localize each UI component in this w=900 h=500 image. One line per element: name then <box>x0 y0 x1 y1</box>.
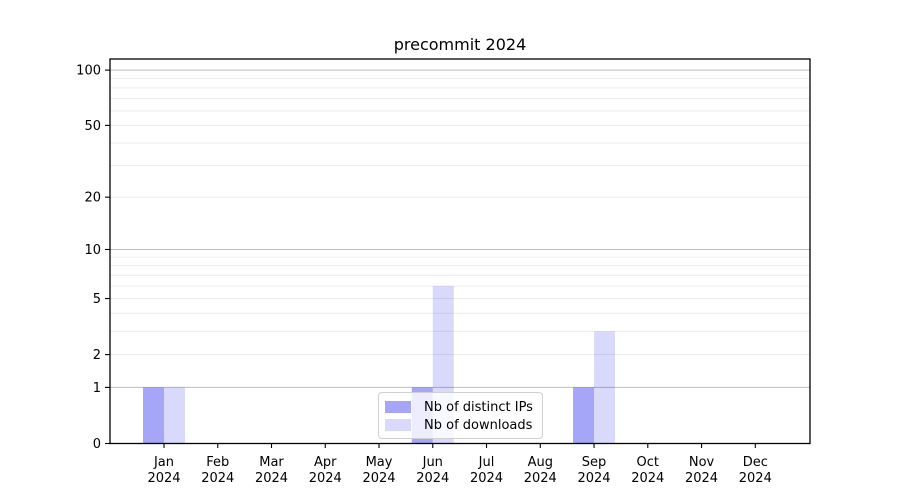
x-tick-label-year: 2024 <box>739 471 772 486</box>
x-tick-label-year: 2024 <box>685 471 718 486</box>
plot-border <box>109 58 811 445</box>
y-tick-label: 5 <box>93 292 101 307</box>
bar-downloads <box>594 331 616 444</box>
legend-item-distinct-ips: Nb of distinct IPs <box>385 398 534 416</box>
x-tick-label-month: Jan <box>153 455 174 470</box>
legend-item-downloads: Nb of downloads <box>385 416 534 434</box>
x-tick-label-year: 2024 <box>524 471 557 486</box>
x-tick-label-month: Sep <box>582 455 607 470</box>
legend-swatch-distinct-ips-icon <box>385 401 411 413</box>
y-tick-label: 100 <box>76 64 101 79</box>
x-tick-label-year: 2024 <box>309 471 342 486</box>
x-tick-label-year: 2024 <box>470 471 503 486</box>
x-tick-label-year: 2024 <box>255 471 288 486</box>
x-tick-label-year: 2024 <box>362 471 395 486</box>
legend-label-distinct-ips: Nb of distinct IPs <box>424 399 533 415</box>
y-tick-label: 0 <box>93 437 101 452</box>
x-tick-label-month: Nov <box>689 455 715 470</box>
y-tick-label: 10 <box>84 243 101 258</box>
bar-distinct-ips <box>573 387 595 444</box>
y-tick-label: 50 <box>84 119 101 134</box>
x-tick-label-year: 2024 <box>416 471 449 486</box>
x-tick-label-year: 2024 <box>147 471 180 486</box>
x-tick-label-month: Mar <box>259 455 284 470</box>
legend-label-downloads: Nb of downloads <box>424 417 533 433</box>
y-tick-label: 20 <box>84 191 101 206</box>
x-tick-label-month: Aug <box>528 455 553 470</box>
x-tick-label-year: 2024 <box>631 471 664 486</box>
bar-downloads <box>164 387 185 444</box>
legend-swatch-downloads-icon <box>385 419 411 431</box>
x-tick-label-month: Dec <box>743 455 768 470</box>
x-tick-label-month: May <box>366 455 393 470</box>
x-tick-label-month: Apr <box>314 455 337 470</box>
x-tick-label-year: 2024 <box>577 471 610 486</box>
x-tick-label-month: Feb <box>206 455 229 470</box>
chart-title: precommit 2024 <box>393 35 527 54</box>
y-tick-label: 2 <box>93 348 101 363</box>
x-tick-label-year: 2024 <box>201 471 234 486</box>
legend: Nb of distinct IPs Nb of downloads <box>378 392 543 439</box>
x-tick-label-month: Jul <box>478 455 495 470</box>
bar-distinct-ips <box>143 387 164 444</box>
y-tick-label: 1 <box>93 381 101 396</box>
x-tick-label-month: Oct <box>637 455 659 470</box>
x-tick-label-month: Jun <box>422 455 443 470</box>
